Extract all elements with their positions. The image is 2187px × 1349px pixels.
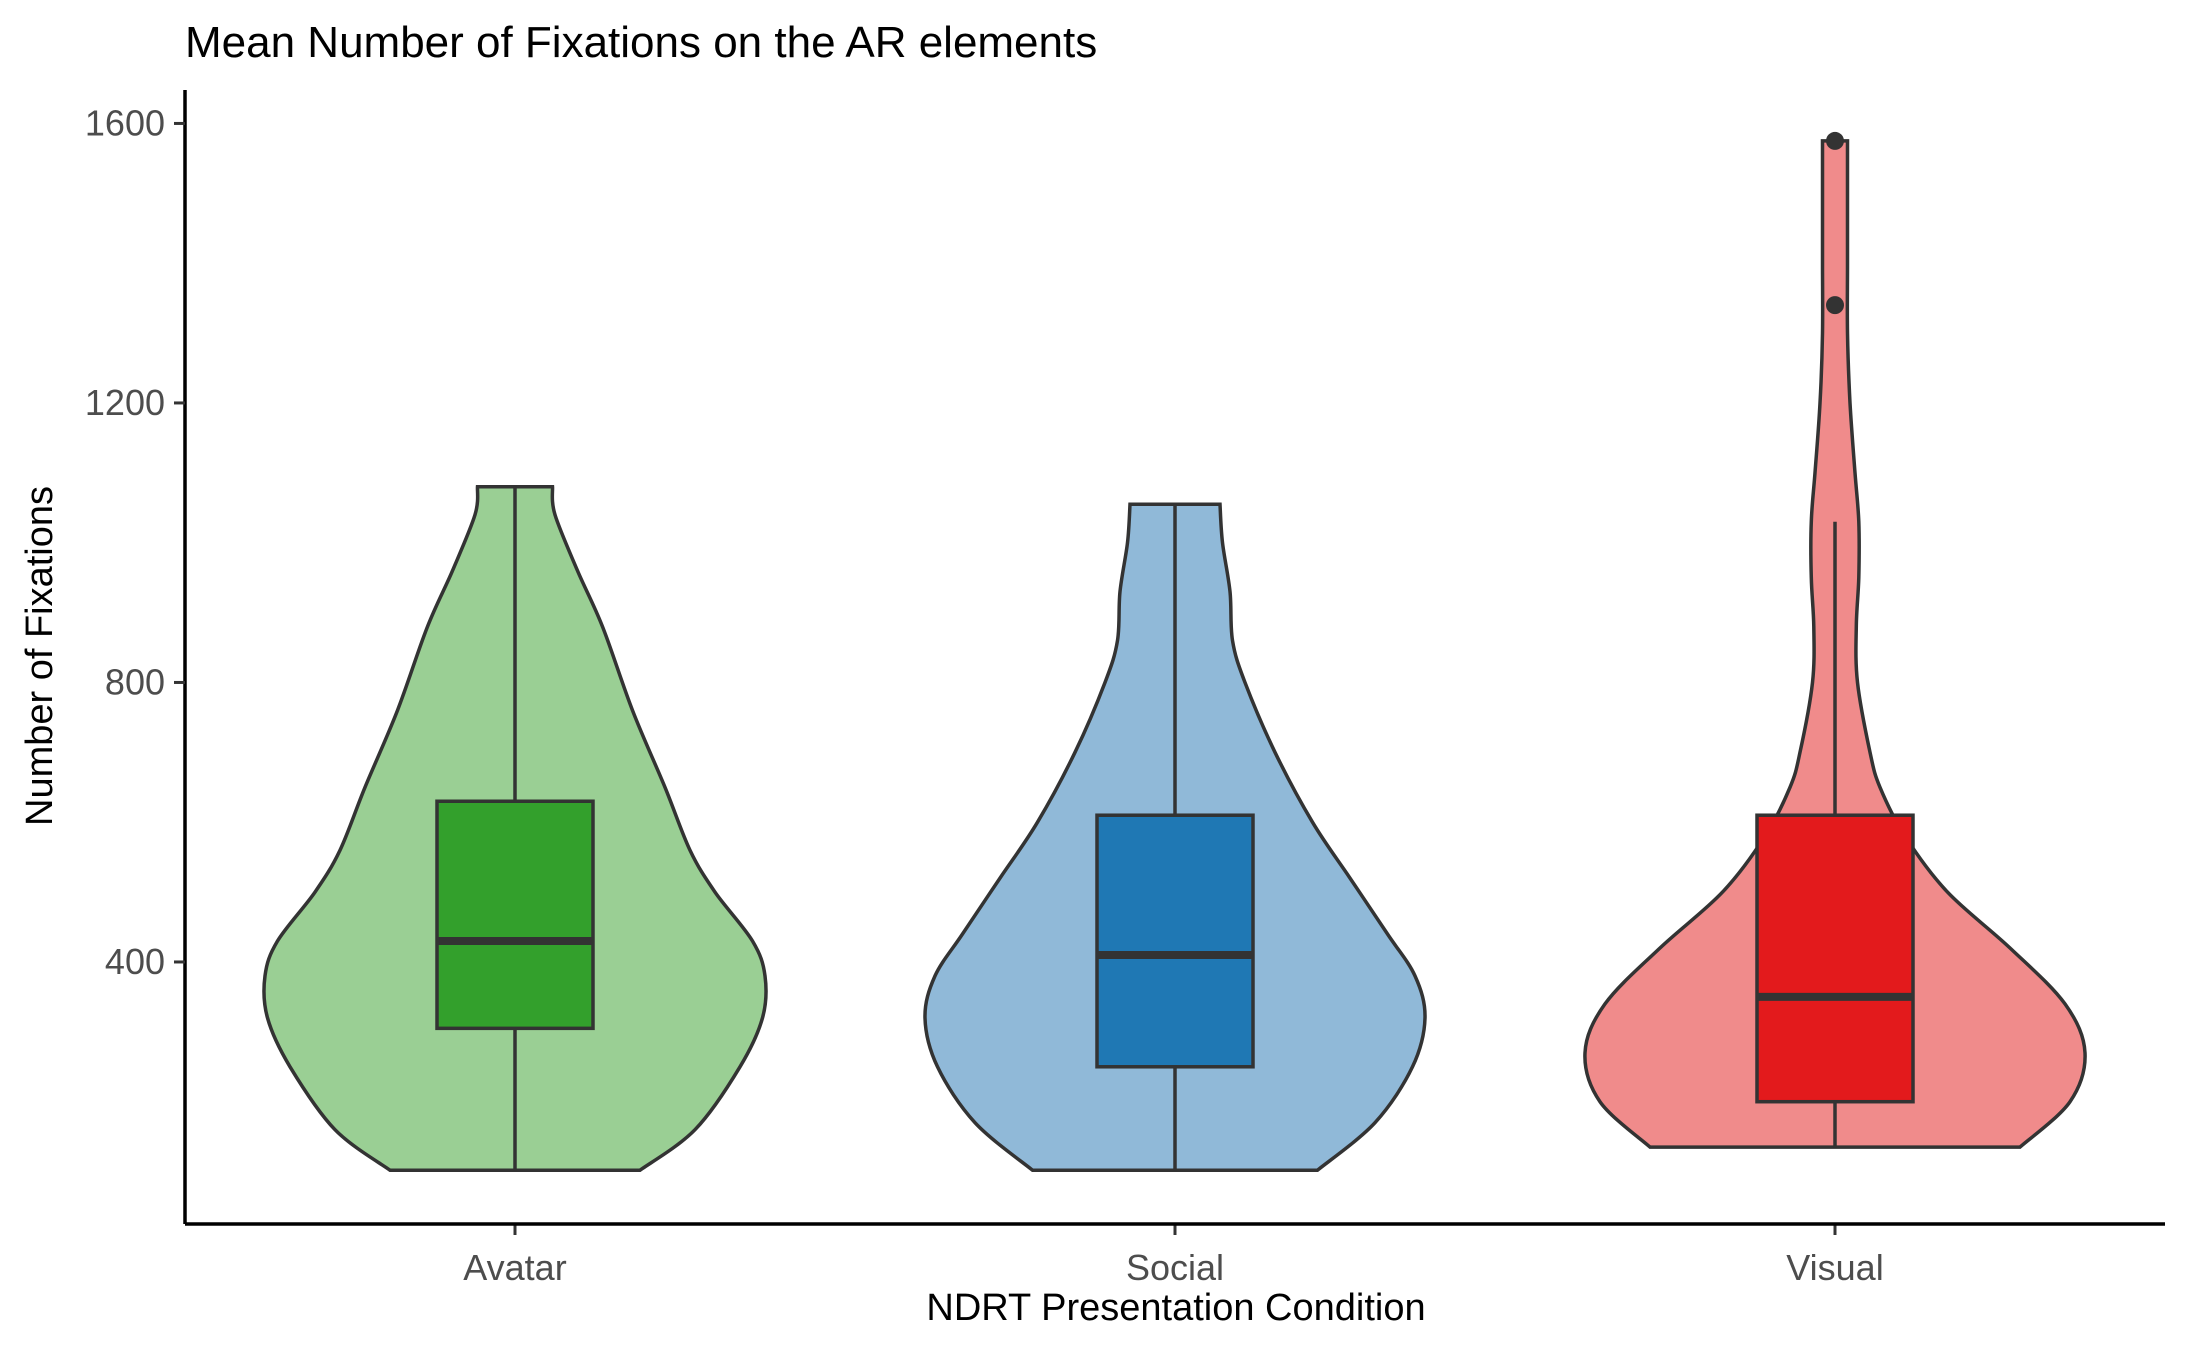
x-tick-label-social: Social (1126, 1247, 1224, 1288)
y-axis-title: Number of Fixations (19, 486, 61, 826)
y-tick-label-1600: 1600 (85, 102, 165, 143)
violin-group-social (923, 502, 1427, 1172)
plot-area (262, 131, 2087, 1172)
y-tick-label-1200: 1200 (85, 382, 165, 423)
outlier-point-visual (1826, 131, 1844, 150)
axes: Avatar Social Visual 400 800 1200 1600 (85, 90, 2165, 1288)
violin-group-visual (1583, 131, 2087, 1149)
y-tick-label-800: 800 (105, 661, 165, 702)
y-tick-label-400: 400 (105, 941, 165, 982)
box-avatar (435, 799, 595, 1031)
x-tick-label-visual: Visual (1786, 1247, 1883, 1288)
violin-group-avatar (262, 485, 768, 1172)
chart-title: Mean Number of Fixations on the AR eleme… (185, 18, 1097, 67)
box-social (1095, 813, 1255, 1069)
x-axis-title: NDRT Presentation Condition (926, 1287, 1425, 1329)
outlier-point-visual (1826, 296, 1844, 315)
x-tick-label-avatar: Avatar (463, 1247, 566, 1288)
box-visual (1755, 813, 1915, 1104)
